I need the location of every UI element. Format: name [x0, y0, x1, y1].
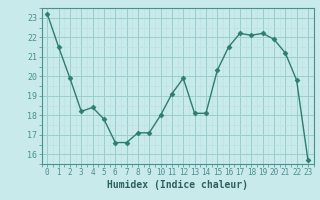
- X-axis label: Humidex (Indice chaleur): Humidex (Indice chaleur): [107, 180, 248, 190]
